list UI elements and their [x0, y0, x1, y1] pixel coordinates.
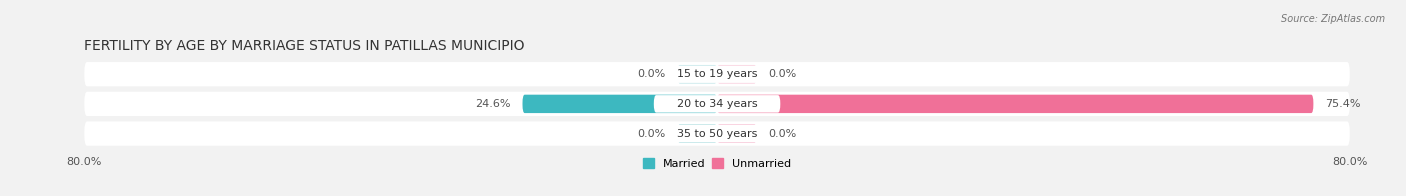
FancyBboxPatch shape: [654, 95, 780, 113]
FancyBboxPatch shape: [717, 95, 1313, 113]
FancyBboxPatch shape: [523, 95, 717, 113]
Text: Source: ZipAtlas.com: Source: ZipAtlas.com: [1281, 14, 1385, 24]
FancyBboxPatch shape: [84, 62, 1350, 86]
Text: 0.0%: 0.0%: [637, 129, 665, 139]
Legend: Married, Unmarried: Married, Unmarried: [643, 158, 792, 169]
FancyBboxPatch shape: [84, 92, 1350, 116]
Text: 15 to 19 years: 15 to 19 years: [676, 69, 758, 79]
FancyBboxPatch shape: [84, 121, 1350, 146]
FancyBboxPatch shape: [678, 124, 717, 143]
Text: 75.4%: 75.4%: [1326, 99, 1361, 109]
Text: 35 to 50 years: 35 to 50 years: [676, 129, 758, 139]
FancyBboxPatch shape: [678, 65, 717, 83]
Text: 24.6%: 24.6%: [475, 99, 510, 109]
FancyBboxPatch shape: [717, 65, 756, 83]
Text: 0.0%: 0.0%: [769, 129, 797, 139]
Text: 0.0%: 0.0%: [637, 69, 665, 79]
FancyBboxPatch shape: [654, 65, 780, 83]
FancyBboxPatch shape: [654, 125, 780, 142]
Text: 0.0%: 0.0%: [769, 69, 797, 79]
Text: 20 to 34 years: 20 to 34 years: [676, 99, 758, 109]
Text: FERTILITY BY AGE BY MARRIAGE STATUS IN PATILLAS MUNICIPIO: FERTILITY BY AGE BY MARRIAGE STATUS IN P…: [84, 38, 524, 53]
FancyBboxPatch shape: [717, 124, 756, 143]
